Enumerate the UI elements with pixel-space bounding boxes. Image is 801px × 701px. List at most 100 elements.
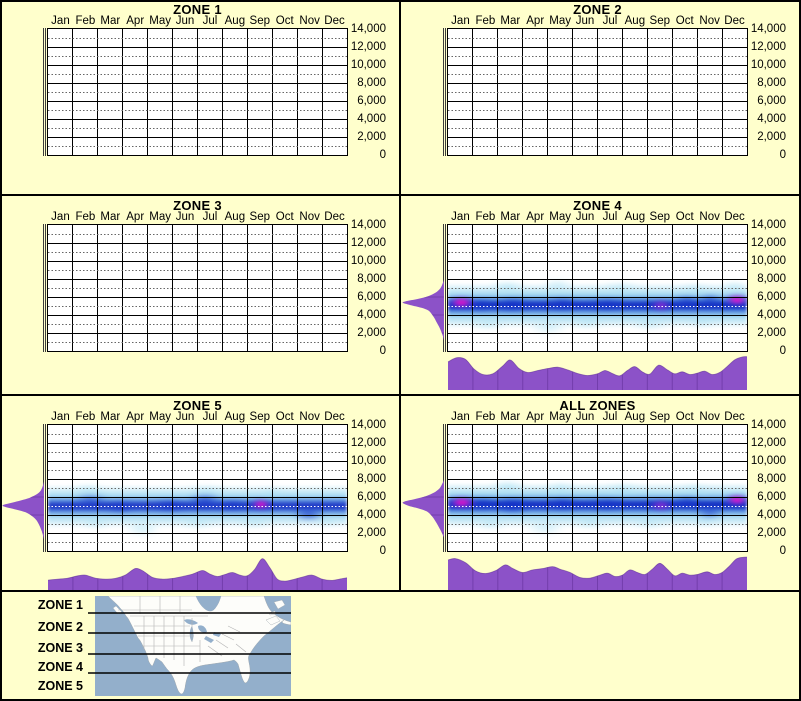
month-tick-label: Oct bbox=[275, 211, 294, 223]
month-tick-label: Jul bbox=[202, 411, 218, 423]
month-tick-label: Jan bbox=[51, 15, 70, 27]
value-dotted-gridline bbox=[48, 469, 347, 471]
month-tick-label: Feb bbox=[475, 15, 496, 27]
month-tick-label: Jan bbox=[51, 411, 70, 423]
value-gridline bbox=[48, 496, 347, 498]
month-tick-label: Jul bbox=[602, 411, 618, 423]
value-gridline bbox=[448, 496, 747, 498]
value-tick-label: 4,000 bbox=[357, 309, 386, 321]
value-dotted-gridline bbox=[448, 469, 747, 471]
value-gridline bbox=[448, 260, 747, 262]
value-gridline bbox=[48, 514, 347, 516]
value-dotted-gridline bbox=[448, 91, 747, 93]
value-tick-label: 10,000 bbox=[350, 255, 386, 267]
value-dotted-gridline bbox=[48, 523, 347, 525]
month-tick-label: Jun bbox=[175, 15, 195, 27]
value-gridline bbox=[48, 532, 347, 534]
value-gridline bbox=[48, 64, 347, 66]
value-gridline bbox=[48, 296, 347, 298]
map-state-borders bbox=[118, 596, 247, 666]
map-great-lake bbox=[189, 626, 194, 642]
value-tick-label: 8,000 bbox=[357, 77, 386, 89]
value-gridline bbox=[448, 278, 747, 280]
value-density-curve bbox=[402, 279, 444, 341]
month-tick-label: Jul bbox=[602, 211, 618, 223]
value-tick-label: 12,000 bbox=[750, 41, 786, 53]
value-tick-label: 4,000 bbox=[757, 309, 786, 321]
value-tick-label: 8,000 bbox=[357, 273, 386, 285]
map-great-lake bbox=[184, 619, 198, 625]
value-dotted-gridline bbox=[448, 37, 747, 39]
value-tick-label: 6,000 bbox=[357, 95, 386, 107]
value-tick-label: 6,000 bbox=[357, 491, 386, 503]
value-dotted-gridline bbox=[448, 433, 747, 435]
value-gridline bbox=[48, 332, 347, 334]
value-dotted-gridline bbox=[48, 251, 347, 253]
y-axis-line bbox=[43, 28, 46, 156]
month-density-curve bbox=[447, 356, 748, 390]
month-tick-label: Jun bbox=[575, 411, 595, 423]
value-dotted-gridline bbox=[48, 269, 347, 271]
value-tick-label: 12,000 bbox=[750, 237, 786, 249]
value-gridline bbox=[448, 46, 747, 48]
value-dotted-gridline bbox=[448, 127, 747, 129]
value-tick-label: 4,000 bbox=[357, 113, 386, 125]
value-tick-label: 4,000 bbox=[757, 509, 786, 521]
month-tick-label: Feb bbox=[75, 411, 96, 423]
value-gridline bbox=[48, 82, 347, 84]
month-tick-label: Jul bbox=[602, 15, 618, 27]
value-gridline bbox=[448, 242, 747, 244]
value-dotted-gridline bbox=[448, 341, 747, 343]
month-tick-label: May bbox=[149, 411, 171, 423]
month-tick-label: May bbox=[149, 15, 171, 27]
map-island bbox=[273, 599, 286, 610]
value-tick-label: 14,000 bbox=[750, 219, 786, 231]
value-tick-label: 2,000 bbox=[757, 131, 786, 143]
month-tick-label: Dec bbox=[724, 411, 745, 423]
value-gridline bbox=[448, 118, 747, 120]
value-gridline bbox=[48, 100, 347, 102]
value-dotted-gridline bbox=[48, 323, 347, 325]
month-density-curve bbox=[447, 556, 748, 590]
value-gridline bbox=[448, 100, 747, 102]
month-tick-label: Aug bbox=[224, 211, 246, 223]
panel-title: ZONE 5 bbox=[173, 398, 222, 413]
legend-zone-label-5: ZONE 5 bbox=[37, 679, 83, 693]
value-tick-label: 12,000 bbox=[750, 437, 786, 449]
value-tick-label: 2,000 bbox=[757, 327, 786, 339]
zone-panel-3: ZONE 3 Jan Feb Mar Apr May Jun Jul Aug Sep Oct Nov… bbox=[0, 196, 400, 396]
value-dotted-gridline bbox=[48, 451, 347, 453]
month-tick-label: Oct bbox=[675, 15, 694, 27]
value-gridline bbox=[448, 82, 747, 84]
value-gridline bbox=[48, 242, 347, 244]
month-tick-label: Feb bbox=[475, 411, 496, 423]
month-tick-label: Jul bbox=[202, 211, 218, 223]
month-tick-label: Sep bbox=[249, 211, 271, 223]
month-tick-label: Apr bbox=[526, 211, 545, 223]
map-great-lake bbox=[204, 636, 214, 643]
month-tick-label: Jan bbox=[451, 211, 470, 223]
zone-panel-2: ZONE 2 Jan Feb Mar Apr May Jun Jul Aug Sep Oct Nov… bbox=[400, 0, 801, 196]
value-tick-label: 8,000 bbox=[757, 273, 786, 285]
value-dotted-gridline bbox=[448, 251, 747, 253]
value-gridline bbox=[448, 296, 747, 298]
value-gridline bbox=[48, 260, 347, 262]
value-tick-label: 6,000 bbox=[757, 95, 786, 107]
month-tick-label: Mar bbox=[100, 211, 121, 223]
panel-title: ZONE 3 bbox=[173, 198, 222, 213]
month-tick-label: Sep bbox=[249, 411, 271, 423]
value-tick-label: 12,000 bbox=[350, 41, 386, 53]
month-tick-label: Nov bbox=[699, 15, 720, 27]
column-divider bbox=[399, 0, 401, 592]
month-tick-label: Mar bbox=[100, 15, 121, 27]
value-dotted-gridline bbox=[48, 127, 347, 129]
plot-area bbox=[447, 424, 748, 552]
month-tick-label: Mar bbox=[500, 411, 521, 423]
value-tick-label: 0 bbox=[379, 545, 386, 557]
value-dotted-gridline bbox=[448, 73, 747, 75]
value-tick-label: 10,000 bbox=[750, 455, 786, 467]
y-axis-line bbox=[443, 28, 446, 156]
value-gridline bbox=[448, 314, 747, 316]
month-tick-label: Sep bbox=[649, 15, 671, 27]
